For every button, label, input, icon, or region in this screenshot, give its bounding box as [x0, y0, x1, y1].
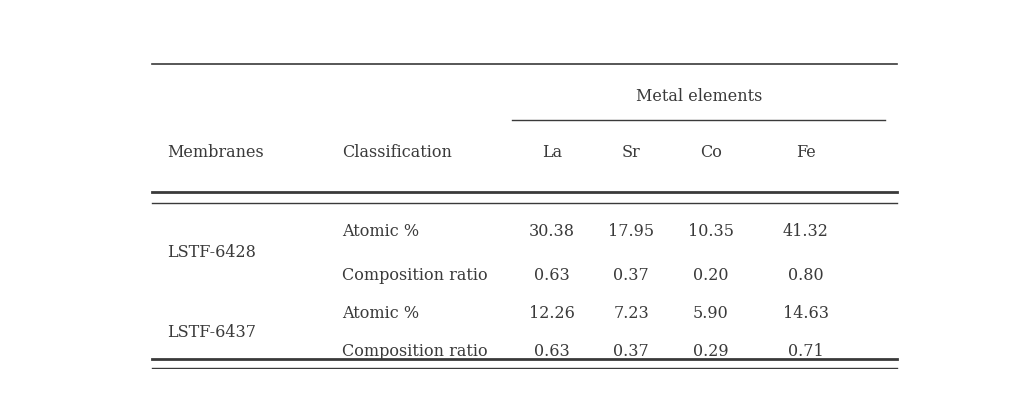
Text: 0.80: 0.80 [788, 266, 824, 283]
Text: 0.71: 0.71 [788, 343, 824, 360]
Text: La: La [542, 144, 562, 161]
Text: Membranes: Membranes [168, 144, 264, 161]
Text: 0.37: 0.37 [614, 266, 650, 283]
Text: 17.95: 17.95 [609, 223, 655, 240]
Text: 0.63: 0.63 [534, 266, 570, 283]
Text: LSTF-6428: LSTF-6428 [168, 244, 257, 261]
Text: 5.90: 5.90 [693, 305, 728, 322]
Text: 41.32: 41.32 [783, 223, 829, 240]
Text: Co: Co [700, 144, 721, 161]
Text: 30.38: 30.38 [529, 223, 575, 240]
Text: 7.23: 7.23 [614, 305, 650, 322]
Text: Sr: Sr [622, 144, 640, 161]
Text: Atomic %: Atomic % [342, 305, 419, 322]
Text: 0.29: 0.29 [693, 343, 728, 360]
Text: 0.63: 0.63 [534, 343, 570, 360]
Text: 10.35: 10.35 [687, 223, 733, 240]
Text: Composition ratio: Composition ratio [342, 343, 488, 360]
Text: 0.20: 0.20 [693, 266, 728, 283]
Text: Classification: Classification [342, 144, 452, 161]
Text: Atomic %: Atomic % [342, 223, 419, 240]
Text: Metal elements: Metal elements [635, 88, 762, 105]
Text: Fe: Fe [796, 144, 815, 161]
Text: 14.63: 14.63 [783, 305, 829, 322]
Text: Composition ratio: Composition ratio [342, 266, 488, 283]
Text: 0.37: 0.37 [614, 343, 650, 360]
Text: LSTF-6437: LSTF-6437 [168, 324, 257, 341]
Text: 12.26: 12.26 [529, 305, 575, 322]
